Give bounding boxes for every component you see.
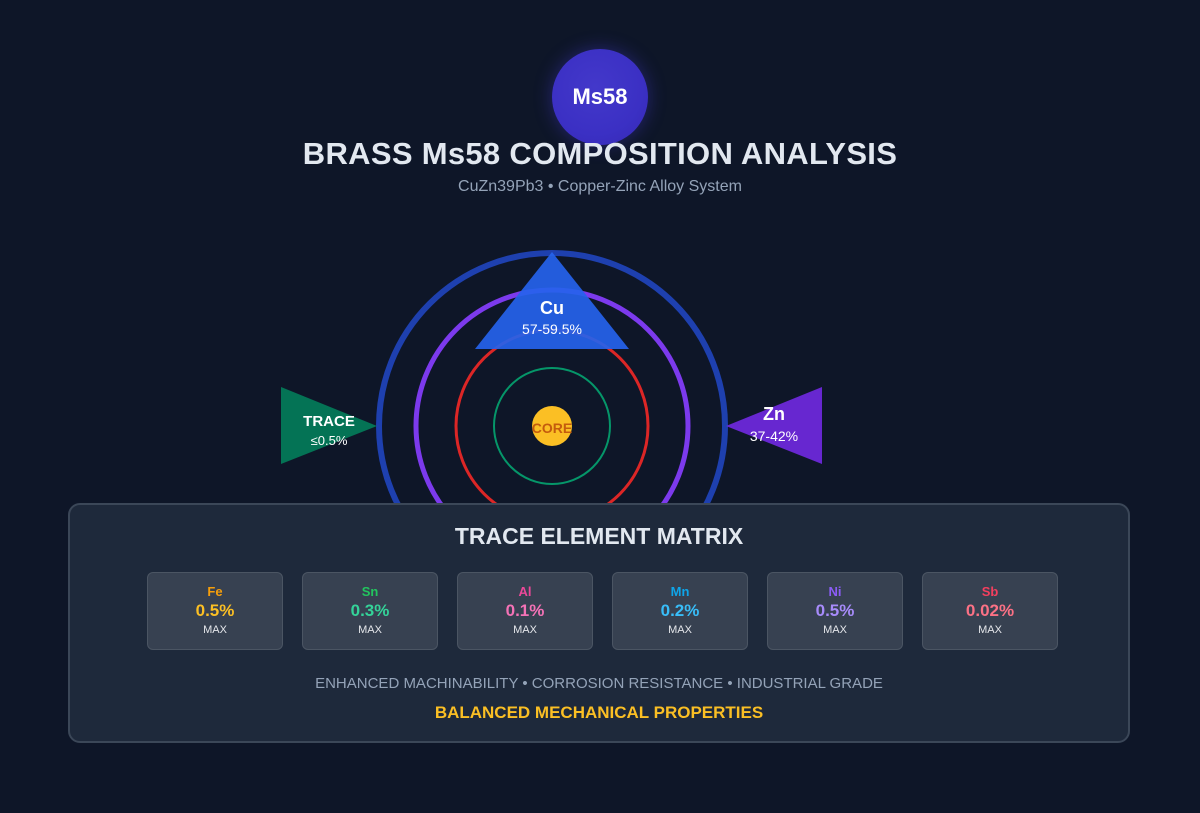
trace-element-tiles: Fe 0.5% MAX Sn 0.3% MAX Al 0.1% MAX Mn 0… — [147, 572, 1058, 650]
trace-tile-fe: Fe 0.5% MAX — [147, 572, 283, 650]
tile-limit: MAX — [513, 624, 537, 636]
trace-symbol: TRACE — [303, 413, 355, 430]
copper-triangle — [475, 252, 629, 349]
trace-tile-sb: Sb 0.02% MAX — [922, 572, 1058, 650]
tile-limit: MAX — [203, 624, 227, 636]
features-line: ENHANCED MACHINABILITY • CORROSION RESIS… — [315, 675, 883, 692]
core-label: CORE — [532, 420, 572, 436]
zinc-triangle — [726, 387, 822, 464]
tile-symbol: Fe — [207, 584, 223, 599]
trace-tile-al: Al 0.1% MAX — [457, 572, 593, 650]
tile-value: 0.5% — [815, 601, 855, 620]
tile-value: 0.1% — [505, 601, 545, 620]
zinc-range: 37-42% — [750, 428, 798, 444]
alloy-badge: Ms58 — [552, 49, 648, 145]
inner-ring — [493, 367, 611, 485]
tile-value: 0.02% — [965, 601, 1015, 620]
copper-symbol: Cu — [540, 298, 564, 318]
tile-symbol: Sn — [361, 584, 379, 599]
trace-tile-mn: Mn 0.2% MAX — [612, 572, 748, 650]
tile-symbol: Mn — [670, 584, 690, 599]
tile-symbol: Al — [518, 584, 532, 599]
matrix-title: TRACE ELEMENT MATRIX — [454, 523, 744, 549]
trace-triangle — [281, 387, 377, 464]
tile-value: 0.3% — [350, 601, 390, 620]
tile-limit: MAX — [358, 624, 382, 636]
copper-range: 57-59.5% — [522, 321, 582, 337]
properties-tagline: BALANCED MECHANICAL PROPERTIES — [434, 703, 764, 722]
tile-value: 0.2% — [660, 601, 700, 620]
zinc-symbol: Zn — [763, 404, 785, 424]
page-title: BRASS Ms58 COMPOSITION ANALYSIS — [302, 136, 898, 171]
tile-value: 0.5% — [195, 601, 235, 620]
tile-symbol: Sb — [981, 584, 999, 599]
page-subtitle: CuZn39Pb3 • Copper-Zinc Alloy System — [458, 178, 742, 195]
trace-tile-ni: Ni 0.5% MAX — [767, 572, 903, 650]
alloy-badge-label: Ms58 — [572, 84, 628, 109]
tile-limit: MAX — [823, 624, 847, 636]
tile-limit: MAX — [668, 624, 692, 636]
core-dot — [532, 406, 572, 446]
trace-tile-sn: Sn 0.3% MAX — [302, 572, 438, 650]
tile-symbol: Ni — [828, 584, 842, 599]
trace-range: ≤0.5% — [311, 433, 348, 448]
trace-element-matrix-panel: TRACE ELEMENT MATRIX Fe 0.5% MAX Sn 0.3%… — [68, 503, 1130, 743]
tile-limit: MAX — [978, 624, 1002, 636]
